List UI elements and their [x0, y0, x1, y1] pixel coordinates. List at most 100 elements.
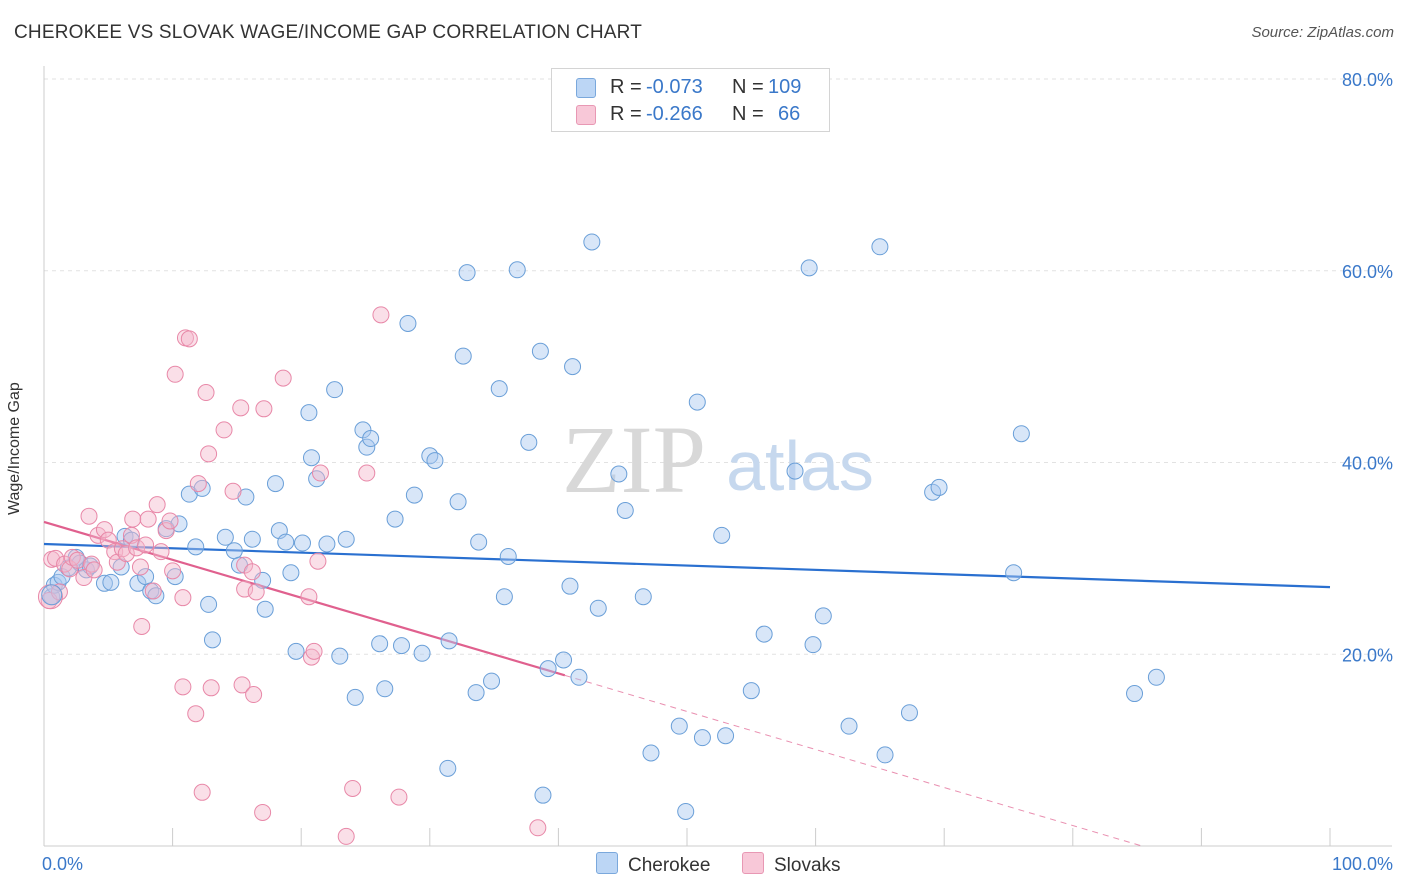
cherokee-point [413, 644, 431, 662]
cherokee-point [277, 533, 295, 551]
chart-title: CHEROKEE VS SLOVAK WAGE/INCOME GAP CORRE… [14, 22, 643, 43]
cherokee-point [203, 631, 221, 649]
cherokee-point [589, 599, 607, 617]
cherokee-point [454, 347, 472, 365]
slovaks-trend-extension [564, 674, 1143, 847]
cherokee-point [399, 314, 417, 332]
cherokee-point [561, 577, 579, 595]
x-tick-label: 0.0% [42, 854, 83, 874]
cherokee-point [358, 438, 376, 456]
slovaks-point [108, 553, 126, 571]
legend-r-label: R = [610, 103, 642, 125]
cherokee-point [495, 588, 513, 606]
cherokee-point [302, 449, 320, 467]
slovaks-point [128, 539, 146, 557]
cherokee-point [490, 380, 508, 398]
y-tick-label: 40.0% [1342, 454, 1393, 474]
cherokee-point [147, 587, 165, 605]
slovaks-point [174, 678, 192, 696]
slovaks-point [193, 783, 211, 801]
cherokee-point [216, 528, 234, 546]
cherokee-point [293, 534, 311, 552]
bottom-legend-label-cherokee: Cherokee [628, 855, 711, 876]
bottom-legend-swatch-cherokee [596, 852, 618, 874]
data-points [37, 233, 1165, 845]
y-tick-label: 20.0% [1342, 645, 1393, 665]
cherokee-point [1005, 564, 1023, 582]
slovaks-point [255, 400, 273, 418]
cherokee-point [421, 447, 439, 465]
y-tick-label: 60.0% [1342, 262, 1393, 282]
cherokee-point [693, 729, 711, 747]
slovaks-point [243, 563, 261, 581]
slovaks-point [187, 705, 205, 723]
cherokee-point [102, 573, 120, 591]
legend-n-value: 66 [778, 103, 801, 125]
slovaks-point [224, 482, 242, 500]
cherokee-point [426, 452, 444, 470]
slovaks-point [180, 330, 198, 348]
slovaks-point [161, 512, 179, 530]
slovaks-point [200, 445, 218, 463]
cherokee-point [786, 462, 804, 480]
slovaks-point [148, 496, 166, 514]
cherokee-point [688, 393, 706, 411]
cherokee-point [520, 433, 538, 451]
y-tick-label: 80.0% [1342, 70, 1393, 90]
legend-r-value: -0.073 [646, 76, 703, 98]
cherokee-point [337, 530, 355, 548]
cherokee-point [393, 637, 411, 655]
x-tick-label: 100.0% [1332, 854, 1393, 874]
slovaks-point [131, 558, 149, 576]
cherokee-point [318, 535, 336, 553]
slovaks-point [300, 588, 318, 606]
y-axis-label: Wage/Income Gap [6, 382, 23, 515]
cherokee-point [930, 478, 948, 496]
cherokee-point [405, 486, 423, 504]
slovaks-point [337, 827, 355, 845]
tick-labels: 20.0% 40.0% 60.0% 80.0% 0.0% 100.0% [42, 70, 1393, 874]
slovaks-point [166, 365, 184, 383]
bottom-legend-label-slovaks: Slovaks [774, 855, 841, 876]
slovaks-point [95, 521, 113, 539]
cherokee-point [508, 261, 526, 279]
cherokee-point [814, 607, 832, 625]
slovaks-point [202, 679, 220, 697]
slovaks-point [157, 522, 175, 540]
slovaks-point [174, 589, 192, 607]
slovaks-point [311, 464, 329, 482]
cherokee-point [534, 786, 552, 804]
slovaks-point [254, 803, 272, 821]
slovaks-point [80, 507, 98, 525]
slovaks-point [305, 642, 323, 660]
watermark: ZIP atlas [562, 406, 874, 513]
cherokee-point [470, 533, 488, 551]
slovaks-point [68, 551, 86, 569]
slovaks-point [89, 526, 107, 544]
legend-n-label: N = [732, 103, 764, 125]
slovaks-point [189, 475, 207, 493]
slovaks-point [232, 399, 250, 417]
cherokee-point [634, 588, 652, 606]
bottom-legend-swatch-slovaks [742, 852, 764, 874]
legend-swatch-slovaks [576, 105, 596, 125]
cherokee-point [539, 660, 557, 678]
cherokee-point [386, 510, 404, 528]
cherokee-point [564, 358, 582, 376]
cherokee-point [670, 717, 688, 735]
cherokee-point [440, 632, 458, 650]
cherokee-point [458, 264, 476, 282]
cherokee-point [449, 493, 467, 511]
slovaks-point [529, 819, 547, 837]
cherokee-point [200, 595, 218, 613]
slovaks-point [245, 686, 263, 704]
cherokee-point [266, 475, 284, 493]
cherokee-point [1147, 668, 1165, 686]
cherokee-point [499, 547, 517, 565]
cherokee-point [900, 704, 918, 722]
bottom-legend-slovaks: Slovaks [742, 852, 841, 877]
cherokee-point [439, 759, 457, 777]
slovaks-point [137, 536, 155, 554]
cherokee-point [331, 647, 349, 665]
cherokee-point [713, 526, 731, 544]
